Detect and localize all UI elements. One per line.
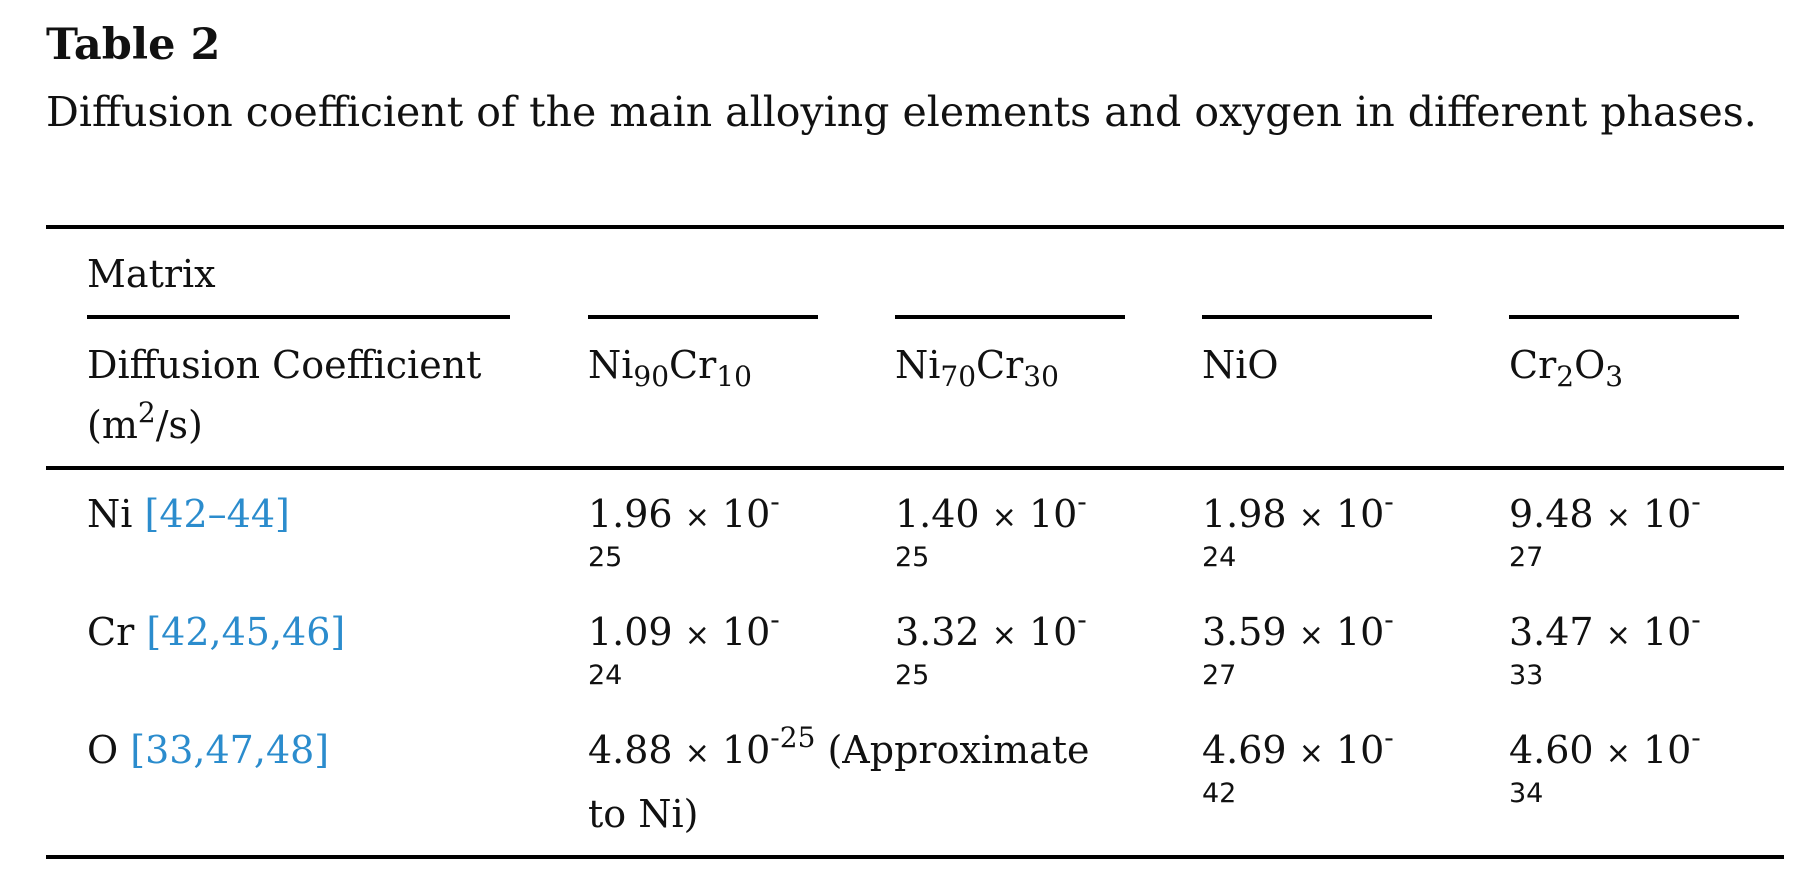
table-cell: 4.60 × 10- 34 bbox=[1509, 721, 1701, 809]
merged-cell: 4.88 × 10-25 (Approximate to Ni) bbox=[588, 721, 1090, 836]
col3-rule bbox=[1202, 315, 1432, 319]
table-cell: 9.48 × 10- 27 bbox=[1509, 485, 1701, 573]
column-header-nio: NiO bbox=[1202, 343, 1279, 387]
header-bottom-rule bbox=[46, 466, 1784, 470]
row-label-o: O [33,47,48] bbox=[87, 728, 330, 772]
matrix-rule bbox=[87, 315, 510, 319]
table-cell: 1.40 × 10- 25 bbox=[895, 485, 1087, 573]
table-cell: 1.98 × 10- 24 bbox=[1202, 485, 1394, 573]
row-header: Diffusion Coefficient (m2/s) bbox=[87, 335, 481, 459]
table-cell: 3.59 × 10- 27 bbox=[1202, 603, 1394, 691]
table-cell: 3.32 × 10- 25 bbox=[895, 603, 1087, 691]
reference-link[interactable]: [42,45,46] bbox=[146, 610, 346, 654]
reference-link[interactable]: [33,47,48] bbox=[130, 728, 330, 772]
row-label-cr: Cr [42,45,46] bbox=[87, 610, 346, 654]
table-cell: 1.09 × 10- 24 bbox=[588, 603, 780, 691]
reference-link[interactable]: [42–44] bbox=[144, 492, 290, 536]
column-header-cr2o3: Cr2O3 bbox=[1509, 343, 1624, 393]
row-label-ni: Ni [42–44] bbox=[87, 492, 290, 536]
column-header-ni70cr30: Ni70Cr30 bbox=[895, 343, 1059, 393]
row-header-line2: (m2/s) bbox=[87, 396, 203, 447]
table-cell: 1.96 × 10- 25 bbox=[588, 485, 780, 573]
col1-rule bbox=[588, 315, 818, 319]
row-header-line1: Diffusion Coefficient bbox=[87, 343, 482, 387]
table-cell: 3.47 × 10- 33 bbox=[1509, 603, 1701, 691]
top-rule bbox=[46, 225, 1784, 229]
col2-rule bbox=[895, 315, 1125, 319]
column-header-ni90cr10: Ni90Cr10 bbox=[588, 343, 752, 393]
table-caption: Diffusion coefficient of the main alloyi… bbox=[46, 88, 1757, 136]
matrix-label: Matrix bbox=[87, 252, 216, 296]
bottom-rule bbox=[46, 855, 1784, 859]
table-cell: 4.69 × 10- 42 bbox=[1202, 721, 1394, 809]
table-label: Table 2 bbox=[46, 20, 221, 70]
col4-rule bbox=[1509, 315, 1739, 319]
